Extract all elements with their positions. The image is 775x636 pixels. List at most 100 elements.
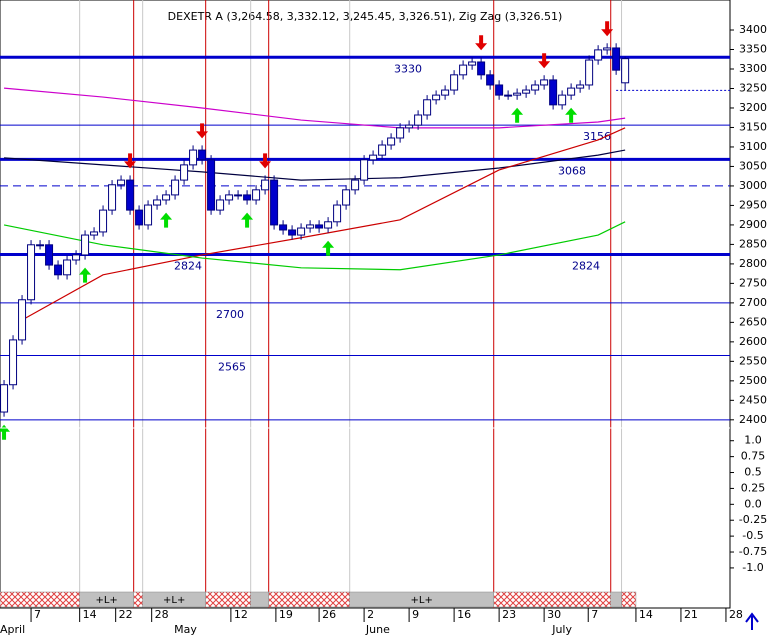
candle-body	[405, 124, 414, 129]
candle-body	[333, 204, 342, 223]
moving-average	[3, 87, 626, 129]
candle-body	[243, 194, 252, 201]
candle-body	[234, 194, 243, 197]
y-tick-label: 3100	[739, 140, 767, 153]
y-tick-label: 2500	[739, 374, 767, 387]
signal-band	[493, 591, 611, 608]
y-tick-label: -1.0	[742, 561, 763, 574]
candle-body	[225, 194, 234, 201]
month-label: June	[365, 623, 390, 636]
y-tick-label: 3000	[739, 179, 767, 192]
candle-body	[477, 61, 486, 76]
y-tick-label: 3350	[739, 43, 767, 56]
x-tick-label: 14	[639, 608, 653, 621]
candle-body	[576, 84, 585, 89]
sell-arrow	[124, 153, 137, 169]
buy-arrow	[241, 212, 254, 228]
candle-body	[189, 149, 198, 166]
y-tick-label: 3050	[739, 159, 767, 172]
level-label: 3330	[394, 62, 422, 75]
x-tick-label: 2	[367, 608, 374, 621]
y-tick-label: 0.5	[744, 466, 762, 479]
x-tick-label: 19	[279, 608, 293, 621]
candle-body	[549, 79, 558, 106]
sell-arrow	[538, 53, 551, 69]
plot-frame	[0, 0, 731, 609]
candle-body	[567, 87, 576, 96]
buy-arrow	[565, 107, 578, 123]
candle-body	[513, 92, 522, 96]
candle-body	[207, 159, 216, 211]
candle-body	[432, 94, 441, 101]
x-tick-label: 22	[119, 608, 133, 621]
candle-body	[0, 384, 9, 413]
signal-band	[610, 591, 622, 608]
signal-band	[250, 591, 269, 608]
candle-body	[369, 154, 378, 161]
candle-body	[504, 94, 513, 97]
scroll-arrow[interactable]	[745, 612, 759, 630]
y-tick-label: 3400	[739, 23, 767, 36]
level-label: 2824	[174, 260, 202, 273]
candle-body	[441, 89, 450, 96]
candle-body	[486, 74, 495, 86]
candle-body	[450, 74, 459, 91]
candle-body	[387, 137, 396, 146]
x-tick-label: 12	[234, 608, 248, 621]
candle-body	[540, 79, 549, 86]
month-label: July	[551, 623, 572, 636]
sell-arrow	[196, 123, 209, 139]
candle-body	[117, 179, 126, 186]
candle-body	[531, 84, 540, 91]
candle-body	[342, 189, 351, 206]
candle-body	[603, 47, 612, 51]
x-tick-label: 28	[155, 608, 169, 621]
candle-body	[27, 244, 36, 301]
candle-body	[126, 179, 135, 211]
sell-arrow	[601, 21, 614, 37]
y-tick-label: 2450	[739, 393, 767, 406]
band-label: +L+	[95, 595, 117, 606]
moving-average	[3, 221, 626, 271]
candle-body	[153, 199, 162, 206]
candle-body	[414, 114, 423, 126]
candle-body	[585, 59, 594, 86]
x-tick-label: 26	[322, 608, 336, 621]
x-tick-label: 28	[729, 608, 743, 621]
y-tick-label: 0.25	[741, 481, 766, 494]
candle-body	[198, 149, 207, 161]
signal-band	[0, 591, 80, 608]
month-label: May	[174, 623, 197, 636]
candle-body	[63, 259, 72, 276]
candle-body	[495, 84, 504, 96]
buy-arrow	[322, 240, 335, 256]
candle-body	[612, 47, 621, 71]
candle-body	[270, 179, 279, 226]
y-tick-label: 2900	[739, 218, 767, 231]
x-tick-label: 9	[412, 608, 419, 621]
y-tick-label: -0.25	[739, 513, 767, 526]
level-label: 2565	[218, 360, 246, 373]
candle-body	[144, 204, 153, 226]
candle-body	[261, 179, 270, 191]
candle-body	[558, 94, 567, 106]
candle-body	[288, 229, 297, 236]
candle-body	[9, 339, 18, 386]
candle-body	[522, 89, 531, 94]
candle-body	[468, 61, 477, 66]
y-tick-label: 2850	[739, 237, 767, 250]
y-tick-label: 3200	[739, 101, 767, 114]
y-tick-label: 3300	[739, 62, 767, 75]
candle-body	[396, 127, 405, 139]
candle-body	[54, 264, 63, 276]
y-tick-label: -0.5	[742, 529, 763, 542]
signal-band	[621, 591, 637, 608]
level-label: 3068	[558, 164, 586, 177]
x-tick-label: 23	[502, 608, 516, 621]
candle-body	[216, 199, 225, 211]
candle-body	[162, 194, 171, 201]
month-label: April	[0, 623, 25, 636]
candle-body	[108, 184, 117, 211]
buy-arrow	[511, 107, 524, 123]
candle-body	[36, 244, 45, 247]
